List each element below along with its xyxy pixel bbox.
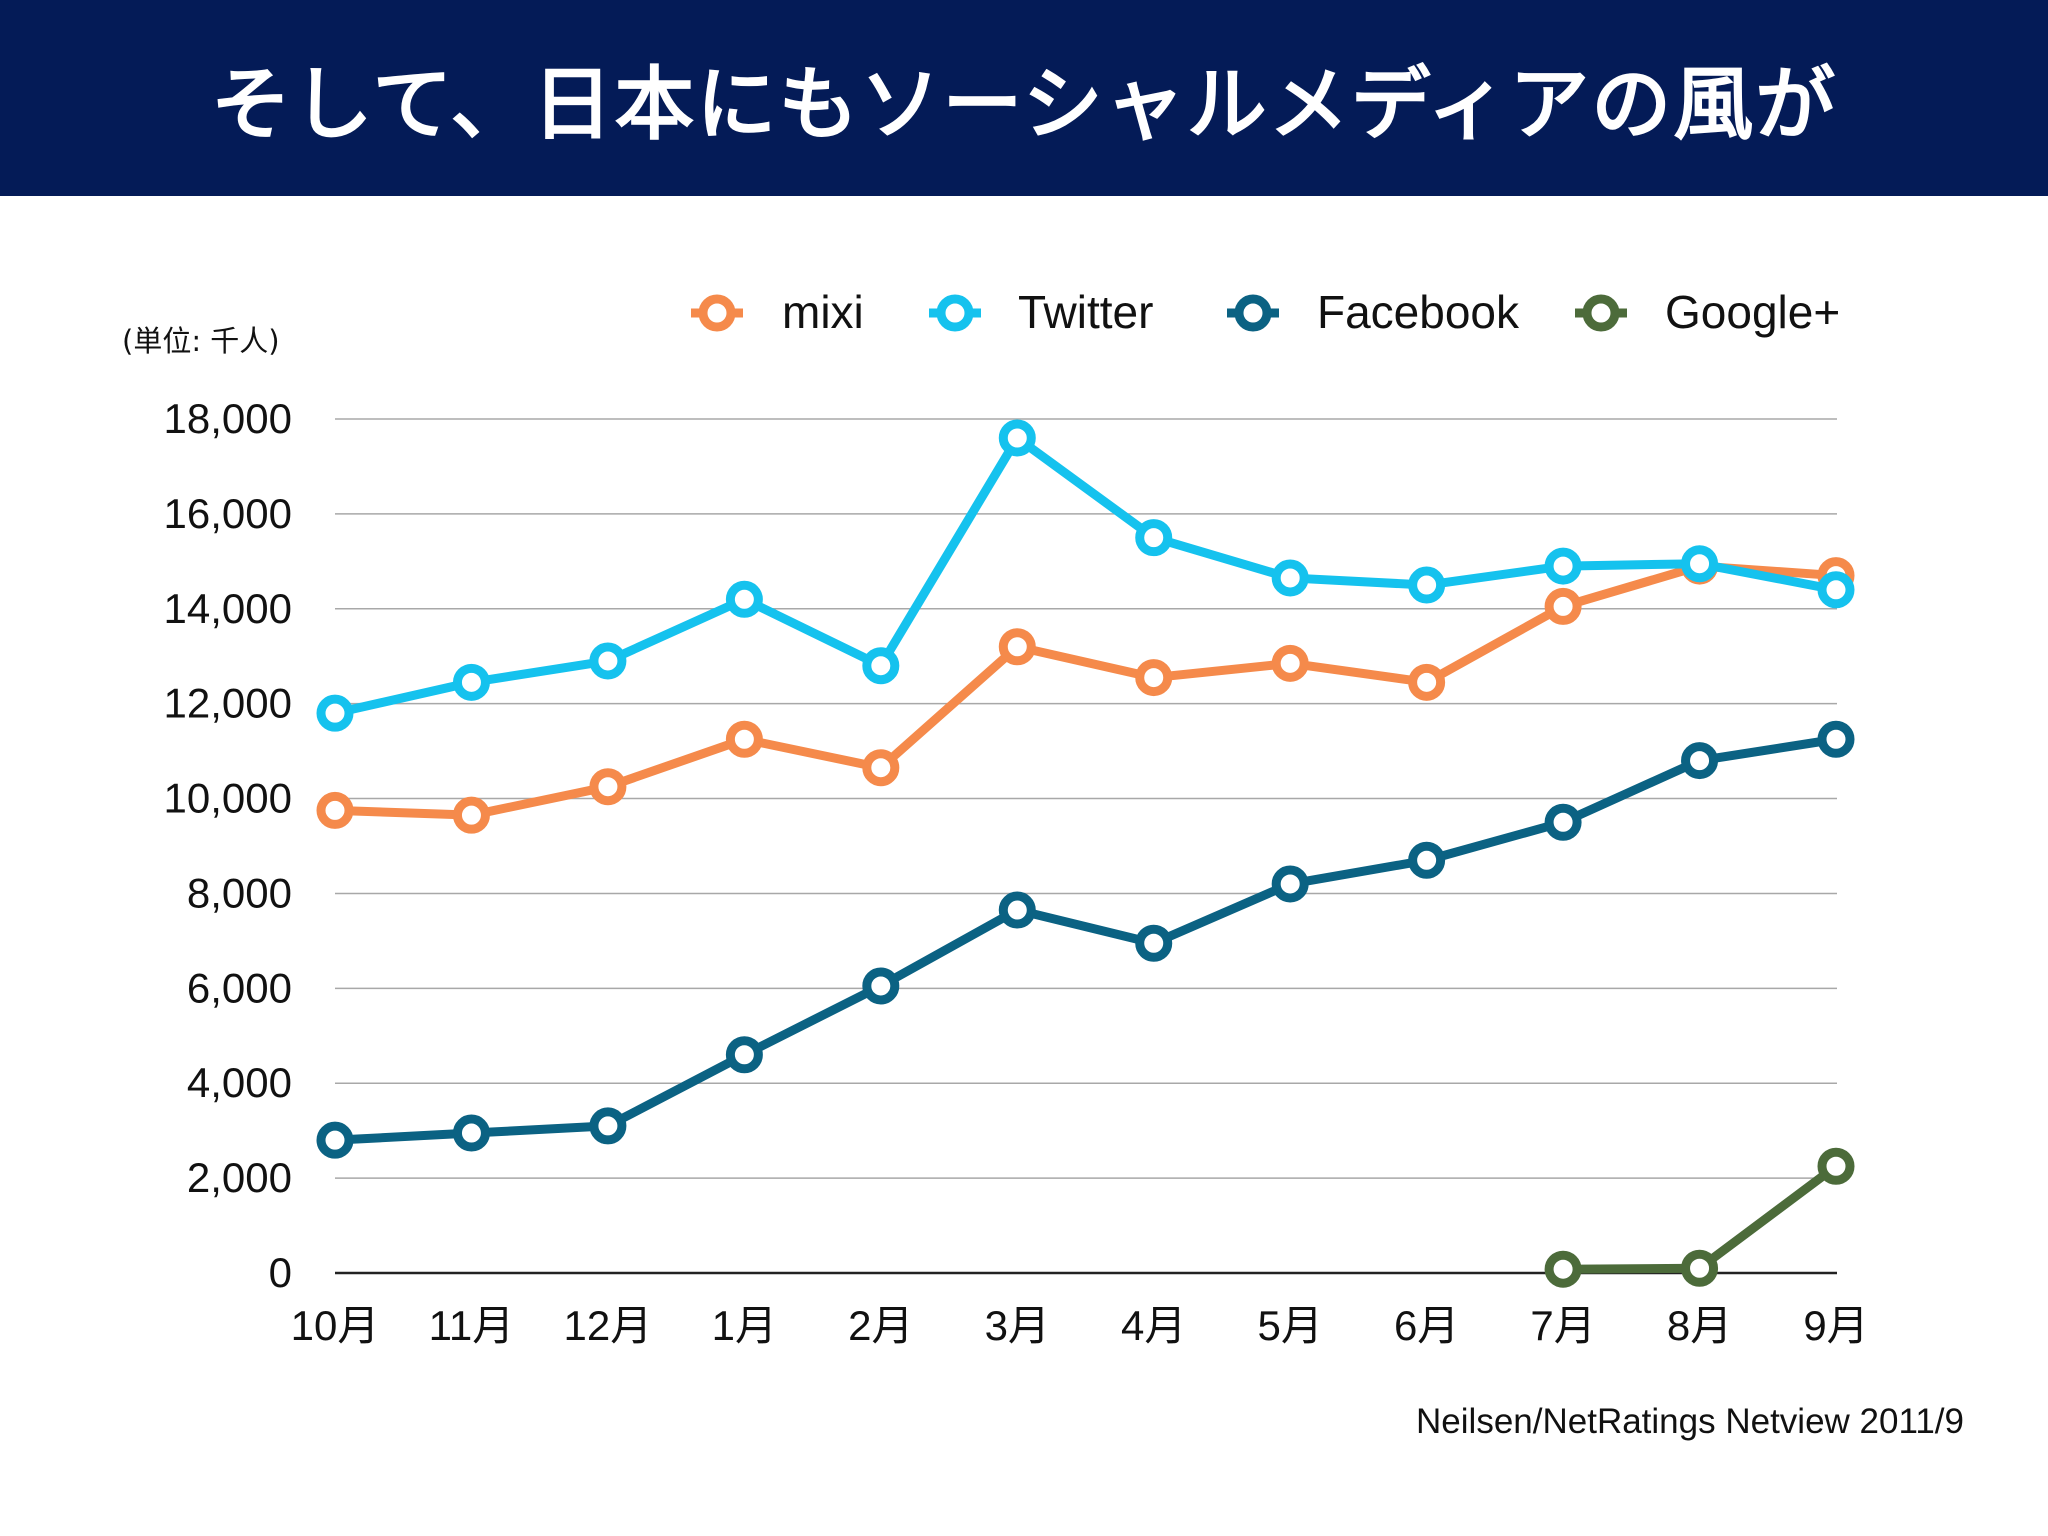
data-point-twitter <box>1817 571 1855 609</box>
data-point-twitter <box>1135 519 1173 557</box>
y-tick-label: 2,000 <box>187 1154 292 1201</box>
legend-label-mixi: mixi <box>782 286 864 338</box>
data-point-mixi <box>589 768 627 806</box>
series-line-mixi <box>330 561 1841 820</box>
data-point-facebook <box>1817 720 1855 758</box>
x-tick-label: 4月 <box>1121 1302 1186 1349</box>
data-point-facebook <box>589 1107 627 1145</box>
data-point-facebook <box>316 1121 354 1159</box>
data-point-twitter <box>862 647 900 685</box>
data-point-mixi <box>1135 659 1173 697</box>
data-point-facebook <box>725 1036 763 1074</box>
series-line-twitter <box>330 433 1841 718</box>
data-point-mixi <box>316 791 354 829</box>
data-point-twitter <box>1271 559 1309 597</box>
source-note: Neilsen/NetRatings Netview 2011/9 <box>1416 1402 1964 1441</box>
data-point-facebook <box>1408 841 1446 879</box>
legend-marker-twitter <box>936 294 974 332</box>
data-point-google <box>1544 1250 1582 1288</box>
y-tick-label: 16,000 <box>164 490 292 537</box>
data-point-twitter <box>1408 566 1446 604</box>
legend-label-twitter: Twitter <box>1018 286 1153 338</box>
x-tick-label: 7月 <box>1530 1302 1595 1349</box>
unit-label: (単位: 千人) <box>122 324 280 358</box>
legend-marker-google <box>1582 294 1620 332</box>
data-point-twitter <box>589 642 627 680</box>
y-tick-label: 6,000 <box>187 964 292 1011</box>
legend-marker-mixi <box>698 294 736 332</box>
x-tick-label: 12月 <box>564 1302 653 1349</box>
x-tick-label: 10月 <box>291 1302 380 1349</box>
x-tick-label: 8月 <box>1667 1302 1732 1349</box>
x-tick-label: 9月 <box>1803 1302 1868 1349</box>
data-point-facebook <box>1271 865 1309 903</box>
data-point-twitter <box>725 580 763 618</box>
legend-label-facebook: Facebook <box>1317 286 1520 338</box>
y-tick-label: 4,000 <box>187 1059 292 1106</box>
data-point-facebook <box>862 967 900 1005</box>
data-point-mixi <box>725 720 763 758</box>
x-tick-label: 1月 <box>712 1302 777 1349</box>
data-point-mixi <box>1544 587 1582 625</box>
data-point-mixi <box>998 628 1036 666</box>
data-point-mixi <box>1408 663 1446 701</box>
data-point-google <box>1681 1249 1719 1287</box>
data-point-twitter <box>1681 545 1719 583</box>
data-point-facebook <box>1135 924 1173 962</box>
data-point-facebook <box>1681 742 1719 780</box>
data-point-google <box>1817 1147 1855 1185</box>
data-point-mixi <box>862 749 900 787</box>
y-tick-label: 14,000 <box>164 585 292 632</box>
x-tick-label: 6月 <box>1394 1302 1459 1349</box>
data-point-mixi <box>452 796 490 834</box>
data-point-twitter <box>998 419 1036 457</box>
y-tick-label: 8,000 <box>187 869 292 916</box>
legend-marker-facebook <box>1234 294 1272 332</box>
x-tick-label: 11月 <box>429 1302 515 1349</box>
x-tick-label: 5月 <box>1258 1302 1323 1349</box>
data-point-facebook <box>452 1114 490 1152</box>
y-tick-label: 10,000 <box>164 775 292 822</box>
data-point-twitter <box>316 694 354 732</box>
y-tick-label: 18,000 <box>164 395 292 442</box>
series-line-facebook <box>330 734 1841 1145</box>
y-tick-label: 12,000 <box>164 680 292 727</box>
x-tick-label: 2月 <box>848 1302 913 1349</box>
data-point-facebook <box>1544 803 1582 841</box>
data-point-twitter <box>452 663 490 701</box>
x-tick-label: 3月 <box>985 1302 1050 1349</box>
y-tick-label: 0 <box>269 1249 292 1296</box>
data-point-facebook <box>998 891 1036 929</box>
slide-title: そして、日本にもソーシャルメディアの風が <box>210 58 1838 151</box>
data-point-mixi <box>1271 644 1309 682</box>
legend-label-google: Google+ <box>1665 286 1840 338</box>
data-point-twitter <box>1544 547 1582 585</box>
title-bar: そして、日本にもソーシャルメディアの風が <box>0 0 2048 196</box>
